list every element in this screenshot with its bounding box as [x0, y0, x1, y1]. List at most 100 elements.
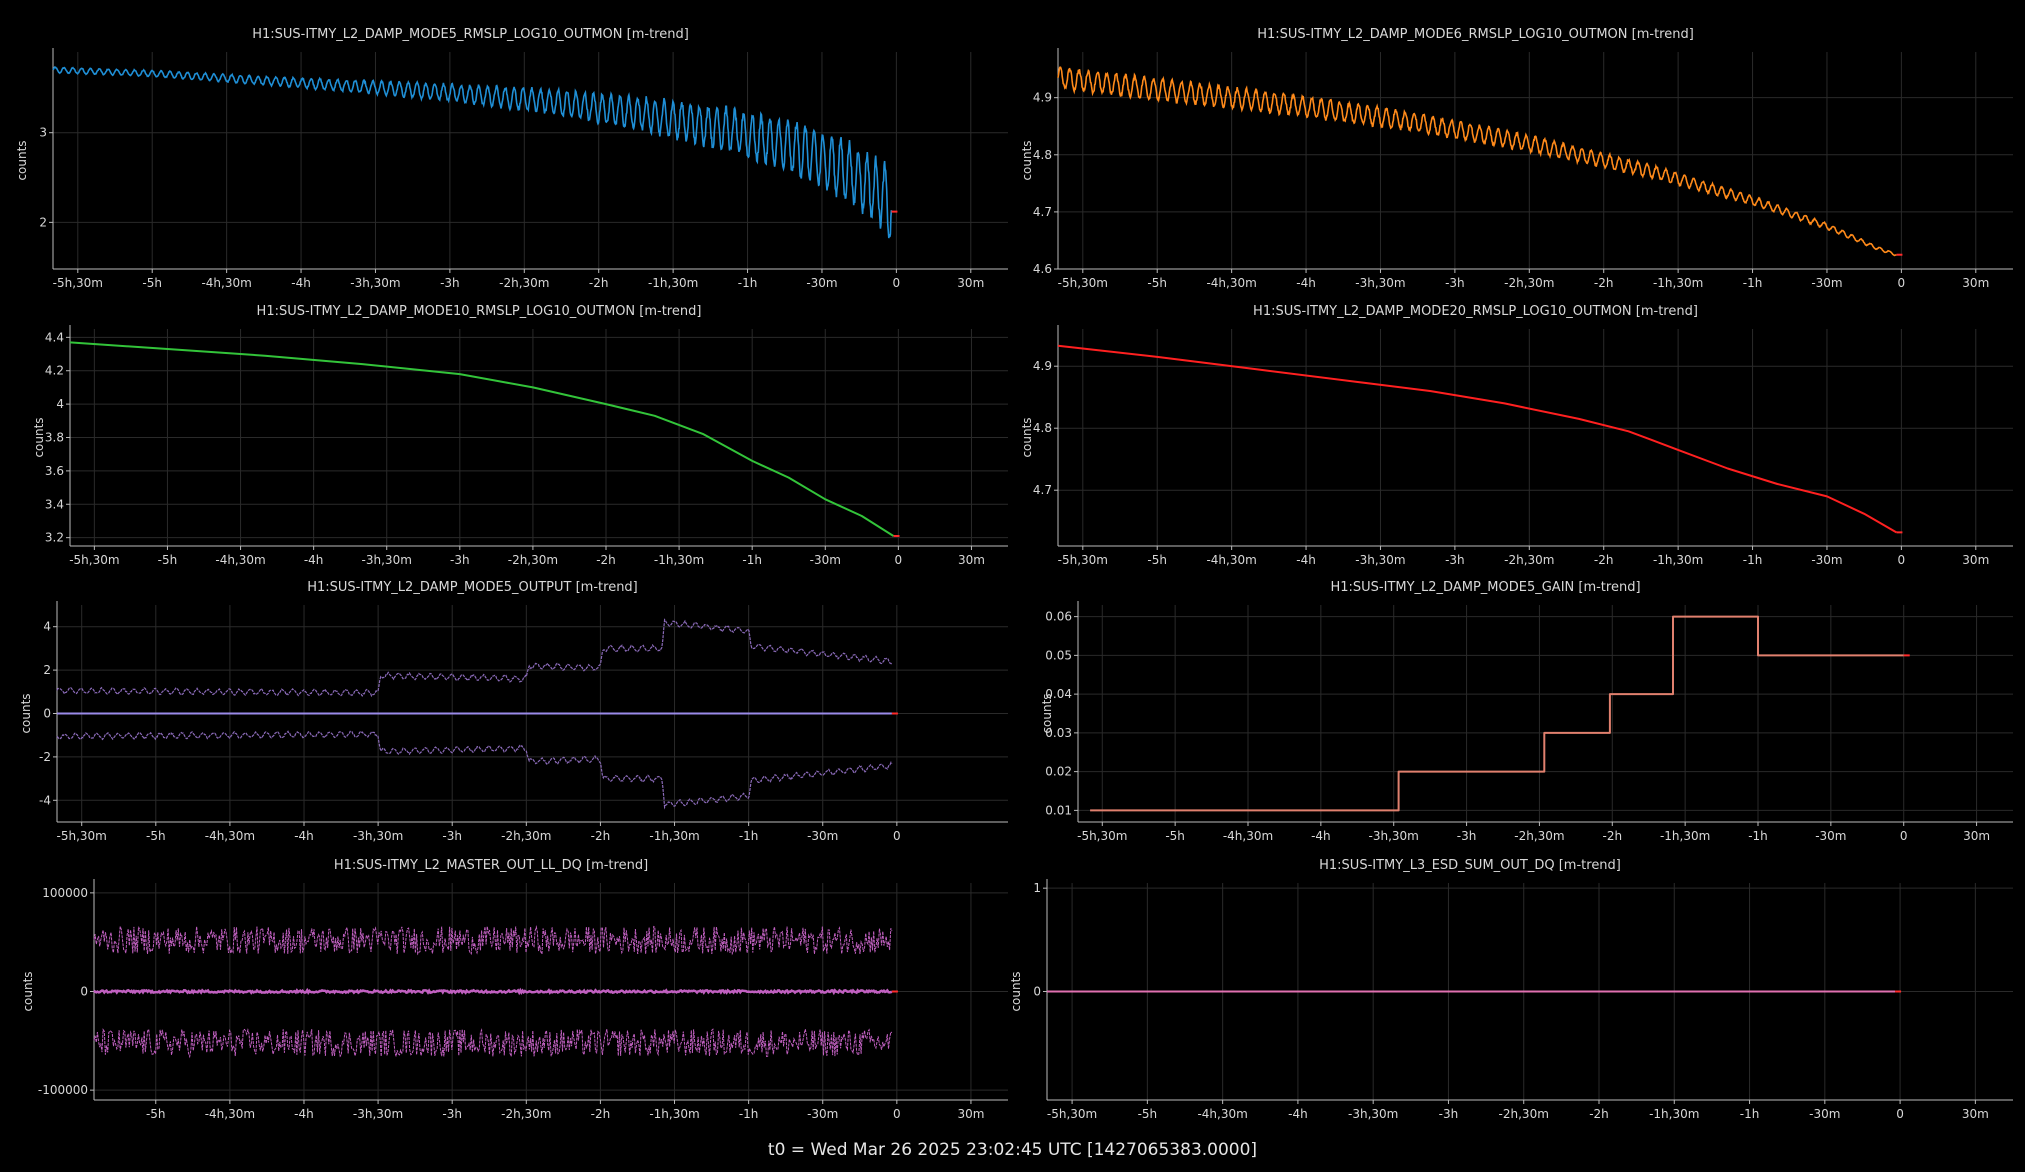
x-tick-label: -2h: [589, 276, 609, 290]
chart-4: H1:SUS-ITMY_L2_DAMP_MODE20_RMSLP_LOG10_O…: [1020, 304, 2013, 567]
x-tick-label: -5h,30m: [1047, 1107, 1097, 1121]
x-tick-label: -4h,30m: [205, 829, 255, 843]
x-tick-label: -1h,30m: [1660, 829, 1710, 843]
chart-title: H1:SUS-ITMY_L2_DAMP_MODE6_RMSLP_LOG10_OU…: [1257, 27, 1694, 42]
x-tick-label: -2h,30m: [501, 1107, 551, 1121]
x-tick-label: -4h,30m: [1197, 1107, 1247, 1121]
x-tick-label: 0: [893, 276, 901, 290]
y-tick-label: 3: [39, 126, 47, 140]
x-tick-label: -2h,30m: [1514, 829, 1564, 843]
y-tick-label: -2: [39, 750, 51, 764]
x-tick-label: -3h: [1445, 553, 1465, 567]
y-tick-label: 0.02: [1045, 765, 1072, 779]
x-tick-label: -4h,30m: [1223, 829, 1273, 843]
y-axis-label: counts: [15, 140, 29, 180]
x-tick-label: 30m: [958, 553, 985, 567]
y-tick-label: 0.01: [1045, 803, 1072, 817]
x-tick-label: -30m: [1811, 553, 1842, 567]
x-tick-label: -1h: [738, 276, 758, 290]
x-tick-label: -1h,30m: [649, 1107, 699, 1121]
y-axis-label: counts: [1020, 417, 1034, 457]
chart-8: H1:SUS-ITMY_L3_ESD_SUM_OUT_DQ [m-trend] c…: [1009, 858, 2013, 1121]
chart-2: H1:SUS-ITMY_L2_DAMP_MODE6_RMSLP_LOG10_OU…: [1020, 27, 2013, 290]
x-tick-label: -2h: [591, 1107, 611, 1121]
y-tick-label: 0: [80, 985, 88, 999]
y-axis-label: counts: [19, 693, 33, 733]
y-axis-label: counts: [32, 417, 46, 457]
x-tick-label: -3h,30m: [350, 276, 400, 290]
x-tick-label: -2h,30m: [1504, 553, 1554, 567]
y-axis-label: counts: [21, 971, 35, 1011]
x-tick-label: -5h: [142, 276, 162, 290]
x-tick-label: -5h,30m: [1077, 829, 1127, 843]
chart-5: H1:SUS-ITMY_L2_DAMP_MODE5_OUTPUT [m-tren…: [19, 580, 1008, 843]
x-tick-label: -1h: [1740, 1107, 1760, 1121]
y-tick-label: 4.7: [1033, 483, 1052, 497]
x-tick-label: -5h: [1147, 276, 1167, 290]
x-tick-label: 0: [895, 553, 903, 567]
x-tick-label: 30m: [957, 276, 984, 290]
x-tick-label: -2h,30m: [508, 553, 558, 567]
series-line: [93, 987, 893, 996]
x-tick-label: -30m: [807, 1107, 838, 1121]
y-tick-label: 0.05: [1045, 648, 1072, 662]
x-tick-label: -30m: [1809, 1107, 1840, 1121]
x-tick-label: 30m: [957, 1107, 984, 1121]
x-tick-label: -30m: [807, 829, 838, 843]
y-tick-label: 4: [43, 620, 51, 634]
x-tick-label: 0: [1896, 1107, 1904, 1121]
x-tick-label: -5h: [1165, 829, 1185, 843]
chart-7: H1:SUS-ITMY_L2_MASTER_OUT_LL_DQ [m-trend…: [21, 858, 1008, 1121]
x-tick-label: -30m: [1811, 276, 1842, 290]
x-tick-label: 0: [1898, 553, 1906, 567]
x-tick-label: -3h: [442, 1107, 462, 1121]
x-tick-label: -5h,30m: [1058, 553, 1108, 567]
y-tick-label: 4: [56, 397, 64, 411]
y-tick-label: 0: [43, 707, 51, 721]
chart-title: H1:SUS-ITMY_L2_DAMP_MODE5_GAIN [m-trend]: [1330, 580, 1640, 595]
y-tick-label: 4.9: [1033, 91, 1052, 105]
x-tick-label: -3h,30m: [362, 553, 412, 567]
y-tick-label: 4.2: [45, 364, 64, 378]
x-tick-label: -30m: [1815, 829, 1846, 843]
x-tick-label: -3h: [442, 829, 462, 843]
x-tick-label: -1h,30m: [1653, 553, 1703, 567]
y-tick-label: 2: [39, 215, 47, 229]
chart-title: H1:SUS-ITMY_L2_DAMP_MODE10_RMSLP_LOG10_O…: [257, 304, 702, 319]
y-axis-label: counts: [1009, 971, 1023, 1011]
x-tick-label: -4h,30m: [1206, 553, 1256, 567]
x-tick-label: 30m: [1962, 276, 1989, 290]
y-tick-label: 100000: [42, 886, 88, 900]
x-tick-label: -30m: [810, 553, 841, 567]
x-tick-label: -3h: [1457, 829, 1477, 843]
x-tick-label: -5h,30m: [1058, 276, 1108, 290]
y-tick-label: 3.4: [45, 497, 64, 511]
y-tick-label: 3.2: [45, 531, 64, 545]
x-tick-label: -4h: [1296, 553, 1316, 567]
x-tick-label: -4h: [1288, 1107, 1308, 1121]
x-tick-label: -2h: [1589, 1107, 1609, 1121]
x-tick-label: -4h: [1296, 276, 1316, 290]
x-tick-label: -3h,30m: [1348, 1107, 1398, 1121]
chart-title: H1:SUS-ITMY_L3_ESD_SUM_OUT_DQ [m-trend]: [1319, 858, 1621, 873]
y-tick-label: 3.8: [45, 431, 64, 445]
y-tick-label: 2: [43, 663, 51, 677]
y-tick-label: 1: [1033, 881, 1041, 895]
x-tick-label: 30m: [1962, 553, 1989, 567]
x-tick-label: -5h: [1138, 1107, 1158, 1121]
x-tick-label: -5h: [158, 553, 178, 567]
x-tick-label: -3h,30m: [1369, 829, 1419, 843]
y-tick-label: 4.4: [45, 330, 64, 344]
x-tick-label: -1h: [1743, 276, 1763, 290]
x-tick-label: -4h: [294, 1107, 314, 1121]
x-tick-label: -2h: [596, 553, 616, 567]
series-line: [1090, 615, 1904, 812]
y-tick-label: 0.03: [1045, 726, 1072, 740]
x-tick-label: -3h: [450, 553, 470, 567]
x-tick-label: -2h,30m: [1504, 276, 1554, 290]
series-line: [1057, 344, 1897, 534]
y-tick-label: 4.7: [1033, 205, 1052, 219]
chart-3: H1:SUS-ITMY_L2_DAMP_MODE10_RMSLP_LOG10_O…: [32, 304, 1008, 567]
x-tick-label: 0: [893, 1107, 901, 1121]
